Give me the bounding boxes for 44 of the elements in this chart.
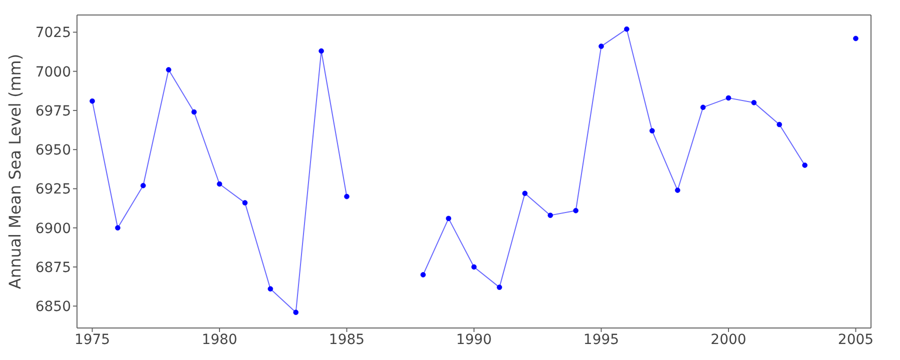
point — [242, 200, 248, 206]
x-tick-label: 1980 — [202, 332, 238, 348]
y-tick-label: 6875 — [35, 260, 71, 276]
point — [573, 208, 579, 214]
y-tick-label: 7000 — [35, 64, 71, 80]
point — [700, 104, 706, 110]
point — [522, 190, 528, 196]
point — [420, 272, 426, 278]
point — [344, 194, 350, 200]
y-axis-title: Annual Mean Sea Level (mm) — [6, 54, 25, 290]
y-tick-label: 6975 — [35, 103, 71, 120]
point — [496, 284, 502, 290]
point — [776, 122, 782, 128]
point — [166, 67, 172, 73]
point — [140, 182, 146, 188]
point — [649, 128, 655, 134]
point — [598, 44, 604, 50]
point — [751, 100, 757, 106]
point — [726, 95, 732, 101]
point — [471, 264, 477, 270]
y-tick-label: 6950 — [35, 142, 71, 159]
point — [318, 48, 324, 54]
x-tick-label: 1985 — [328, 332, 365, 348]
point — [268, 286, 274, 292]
point — [191, 109, 197, 115]
y-tick-label: 6900 — [35, 220, 71, 237]
point — [293, 310, 299, 316]
x-tick-label: 2005 — [838, 332, 874, 348]
point — [548, 212, 554, 218]
y-tick-label: 7025 — [35, 25, 71, 42]
point — [802, 162, 808, 168]
x-tick-label: 1995 — [583, 332, 620, 348]
point — [624, 26, 630, 32]
x-tick-label: 1975 — [74, 332, 110, 348]
y-tick-label: 6850 — [35, 299, 71, 316]
point — [446, 216, 452, 222]
point — [114, 225, 120, 231]
point — [216, 181, 222, 187]
point — [90, 98, 96, 104]
point — [674, 188, 680, 194]
point — [852, 36, 858, 42]
x-tick-label: 1990 — [456, 332, 492, 348]
x-tick-label: 2000 — [710, 332, 746, 348]
y-tick-label: 6925 — [35, 182, 71, 198]
